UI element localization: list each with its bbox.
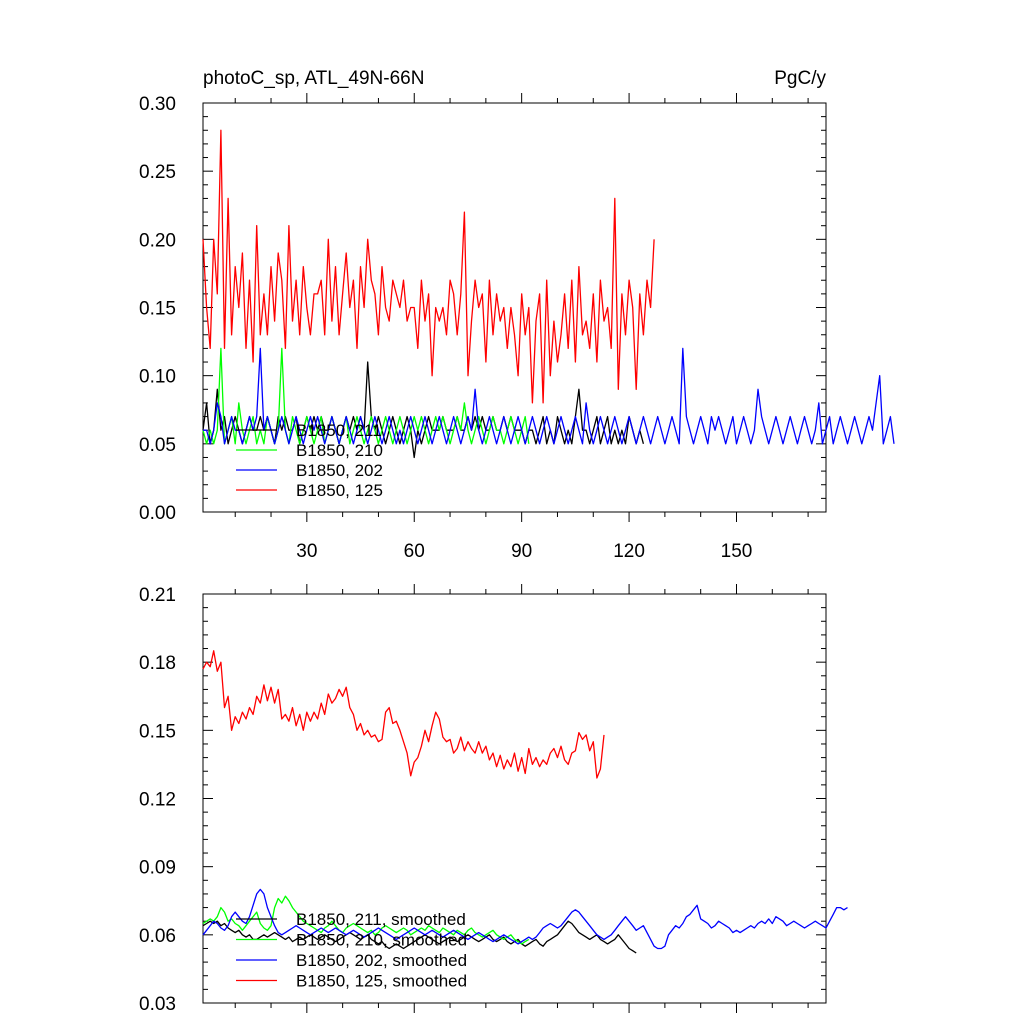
y-tick-label: 0.00	[139, 503, 176, 524]
top-panel: photoC_sp, ATL_49N-66N PgC/y 0.00 0.05 0.1…	[139, 68, 895, 562]
legend-label: B1850, 202	[296, 461, 383, 480]
bottom-panel: 0.03 0.06 0.09 0.12 0.15 0.18 0.21 B1850, 211, …	[139, 584, 848, 1015]
series-line-2	[202, 895, 530, 945]
y-tick-label: 0.05	[139, 435, 176, 456]
x-tick-label: 150	[721, 541, 753, 562]
x-tick-label: 90	[511, 541, 532, 562]
series-line-4	[202, 129, 655, 404]
series-line-3	[203, 347, 895, 445]
legend-label: B1850, 211	[296, 421, 382, 440]
chart-title-left: photoC_sp, ATL_49N-66N	[203, 68, 424, 89]
y-tick-label: 0.15	[139, 299, 176, 320]
y-tick-label: 0.03	[139, 994, 176, 1015]
y-tick-label: 0.15	[139, 721, 176, 742]
legend-label: B1850, 210	[296, 441, 383, 460]
y-tick-label: 0.09	[139, 858, 176, 879]
series-line-1	[202, 361, 645, 459]
series-line-3	[202, 888, 848, 950]
chart-title-units: PgC/y	[774, 68, 826, 89]
legend-label: B1850, 210, smoothed	[296, 931, 467, 950]
legend-label: B1850, 211, smoothed	[296, 910, 466, 929]
legend-label: B1850, 125	[296, 481, 383, 500]
y-tick-label: 0.20	[139, 230, 176, 251]
y-tick-label: 0.21	[139, 585, 176, 606]
y-tick-label: 0.06	[139, 926, 176, 947]
y-tick-label: 0.10	[139, 367, 176, 388]
y-tick-label: 0.12	[139, 790, 176, 811]
x-tick-label: 120	[613, 541, 645, 562]
x-tick-label: 30	[296, 541, 317, 562]
legend-label: B1850, 125, smoothed	[296, 972, 467, 991]
y-tick-label: 0.30	[139, 94, 176, 115]
series-line-1	[202, 920, 637, 954]
y-tick-label: 0.18	[139, 653, 176, 674]
x-tick-label: 60	[404, 541, 425, 562]
legend-label: B1850, 202, smoothed	[296, 951, 467, 970]
y-tick-label: 0.25	[139, 162, 176, 183]
series-line-4	[202, 650, 605, 779]
